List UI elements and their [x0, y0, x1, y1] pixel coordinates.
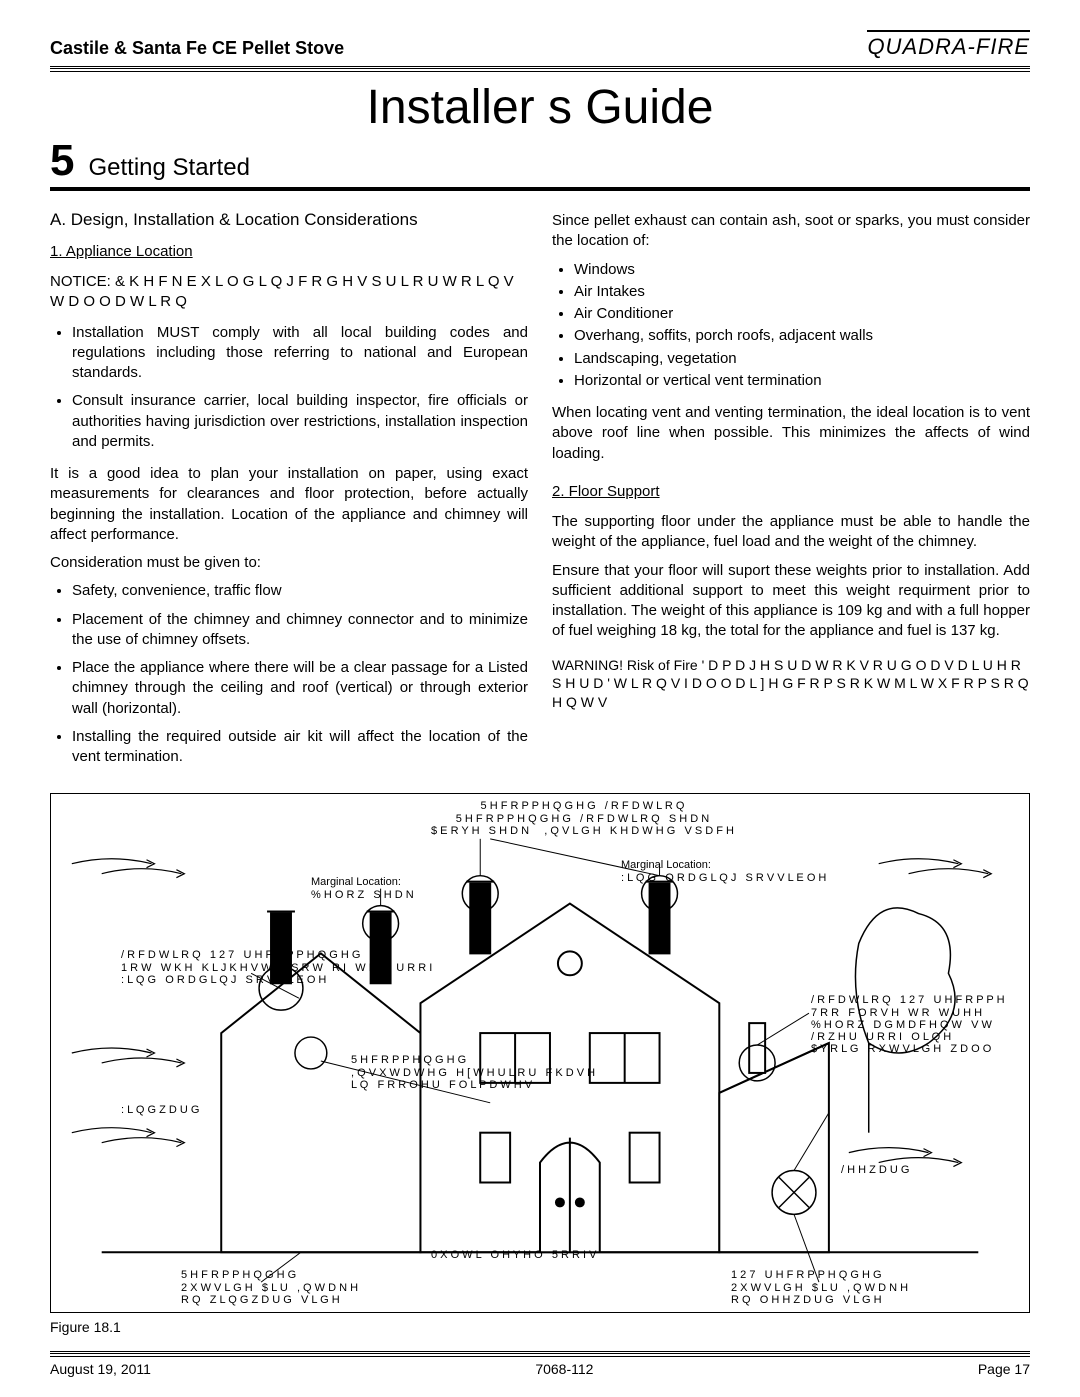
label-rec-intake: 5 H F R P P H Q G H G 2 X W V L G H $ L …	[181, 1269, 358, 1305]
section-heading: 5 Getting Started	[50, 139, 1030, 191]
bullet: Air Conditioner	[574, 304, 1030, 324]
bullet: Installing the required outside air kit …	[72, 727, 528, 768]
page-title: Installer s Guide	[367, 81, 714, 134]
left-column: A. Design, Installation & Location Consi…	[50, 203, 528, 779]
right-para-3: The supporting floor under the appliance…	[552, 512, 1030, 553]
right-para-1: Since pellet exhaust can contain ash, so…	[552, 211, 1030, 252]
notice-line: NOTICE: & K H F N E X L O G L Q J F R G …	[50, 272, 528, 313]
right-para-4: Ensure that your floor will suport these…	[552, 561, 1030, 642]
footer-page-num: Page 17	[978, 1361, 1030, 1377]
label-rec-top: 5 H F R P P H Q G H G / R F D W L R Q 5 …	[431, 800, 734, 836]
subsection-a: A. Design, Installation & Location Consi…	[50, 209, 528, 232]
brand-logo: QUADRA-FIRE	[867, 30, 1030, 60]
label-rec-chase: 5 H F R P P H Q G H G , Q V X W D W H G …	[351, 1054, 595, 1090]
bullet: Placement of the chimney and chimney con…	[72, 610, 528, 651]
label-leeward: / H H Z D U G	[841, 1164, 909, 1176]
figure-18-1: 5 H F R P P H Q G H G / R F D W L R Q 5 …	[50, 793, 1030, 1313]
label-multi: 0 X O W L O H Y H O 5 R R I V	[431, 1249, 596, 1261]
product-name: Castile & Santa Fe CE Pellet Stove	[50, 38, 344, 59]
label-not-rec-intake: 1 2 7 U H F R P P H Q G H G 2 X W V L G …	[731, 1269, 908, 1305]
section-name: Getting Started	[88, 154, 249, 182]
bullet: Air Intakes	[574, 282, 1030, 302]
label-windward: : L Q G Z D U G	[121, 1104, 199, 1116]
label-not-rec-right: / R F D W L R Q 1 2 7 U H F R P P H 7 R …	[811, 994, 1005, 1054]
item-2-head: 2. Floor Support	[552, 483, 660, 500]
footer-date: August 19, 2011	[50, 1361, 151, 1377]
figure-caption: Figure 18.1	[50, 1319, 1030, 1335]
item-1-head: 1. Appliance Location	[50, 243, 193, 260]
label-not-rec-left: / R F D W L R Q 1 2 7 U H F R P P H Q G …	[121, 949, 432, 985]
label-marginal-left: Marginal Location: % H O R Z S H D N	[311, 876, 414, 900]
bullet: Windows	[574, 260, 1030, 280]
section-number: 5	[50, 139, 74, 183]
left-para-1: It is a good idea to plan your installat…	[50, 464, 528, 545]
bullet: Horizontal or vertical vent termination	[574, 371, 1030, 391]
left-bullets-1: Installation MUST comply with all local …	[50, 323, 528, 453]
page-footer: August 19, 2011 7068-112 Page 17	[50, 1351, 1030, 1377]
bullet: Consult insurance carrier, local buildin…	[72, 391, 528, 452]
bullet: Installation MUST comply with all local …	[72, 323, 528, 384]
bullet: Landscaping, vegetation	[574, 349, 1030, 369]
footer-doc-num: 7068-112	[535, 1361, 593, 1377]
right-bullets-1: Windows Air Intakes Air Conditioner Over…	[552, 260, 1030, 392]
header-rule	[50, 66, 1030, 72]
bullet: Place the appliance where there will be …	[72, 658, 528, 719]
bullet: Overhang, soffits, porch roofs, adjacent…	[574, 326, 1030, 346]
right-para-2: When locating vent and venting terminati…	[552, 403, 1030, 464]
label-marginal-right: Marginal Location: : L Q G O R D G L Q J…	[621, 859, 826, 883]
bullet: Safety, convenience, traffic flow	[72, 581, 528, 601]
left-para-2: Consideration must be given to:	[50, 553, 528, 573]
warning-line: WARNING! Risk of Fire ' D P D J H S U D …	[552, 656, 1030, 713]
right-column: Since pellet exhaust can contain ash, so…	[552, 203, 1030, 779]
left-bullets-2: Safety, convenience, traffic flow Placem…	[50, 581, 528, 767]
